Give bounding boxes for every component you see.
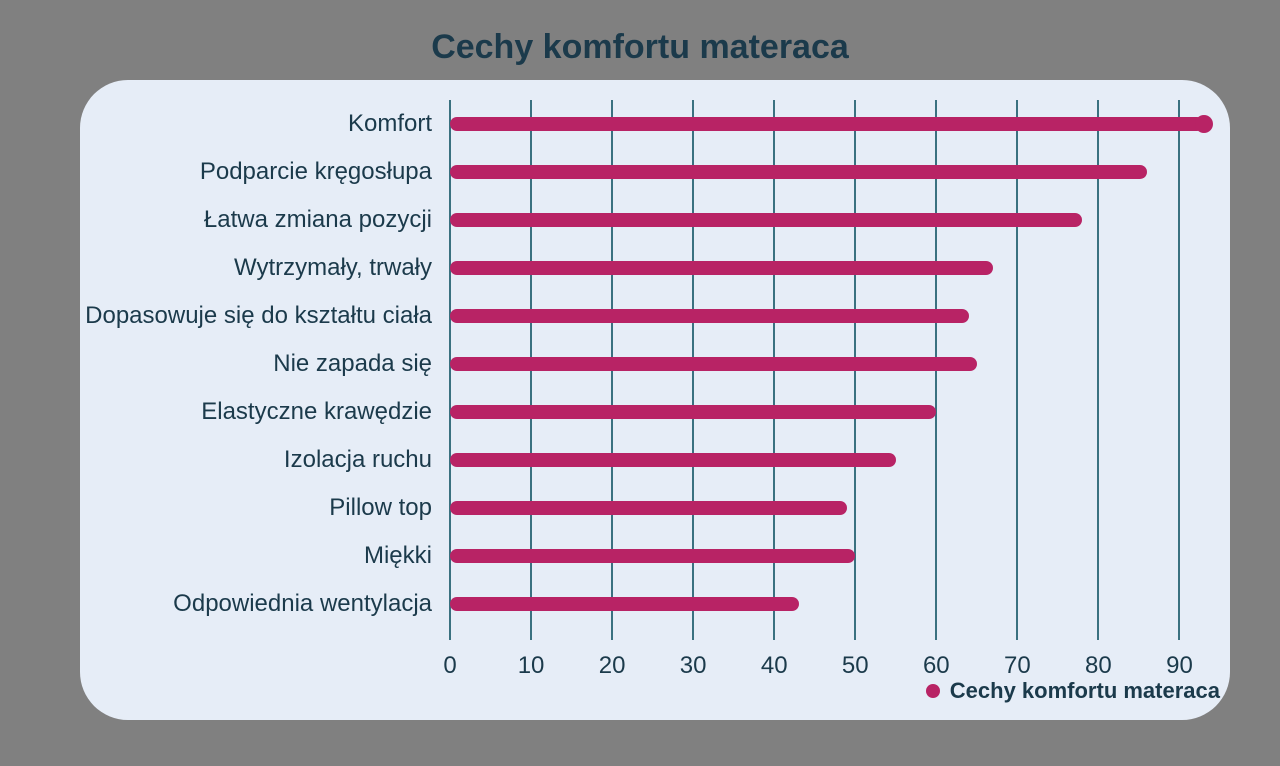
bar (450, 405, 936, 419)
chart-canvas: Cechy komfortu materaca 0102030405060708… (0, 0, 1280, 766)
bar (450, 549, 855, 563)
legend: Cechy komfortu materaca (926, 678, 1220, 704)
x-tick-label: 20 (599, 652, 626, 680)
x-tick-label: 70 (1004, 652, 1031, 680)
legend-label: Cechy komfortu materaca (950, 678, 1220, 704)
x-tick-label: 90 (1166, 652, 1193, 680)
x-tick-label: 30 (680, 652, 707, 680)
plot-area: 0102030405060708090KomfortPodparcie kręg… (450, 100, 1220, 640)
x-tick-label: 50 (842, 652, 869, 680)
bar (450, 597, 799, 611)
x-tick-label: 60 (923, 652, 950, 680)
y-axis-label: Komfort (348, 110, 432, 138)
bar (450, 453, 896, 467)
bar (450, 117, 1204, 131)
y-axis-label: Odpowiednia wentylacja (173, 590, 432, 618)
grid-line (1097, 100, 1099, 640)
bar (450, 213, 1082, 227)
y-axis-label: Wytrzymały, trwały (234, 254, 432, 282)
bar-end-dot-icon (1195, 115, 1213, 133)
legend-dot-icon (926, 684, 940, 698)
x-tick-label: 40 (761, 652, 788, 680)
y-axis-label: Miękki (364, 542, 432, 570)
y-axis-label: Podparcie kręgosłupa (200, 158, 432, 186)
grid-line (1178, 100, 1180, 640)
bar (450, 165, 1147, 179)
grid-line (1016, 100, 1018, 640)
bar (450, 357, 977, 371)
x-tick-label: 80 (1085, 652, 1112, 680)
y-axis-label: Łatwa zmiana pozycji (204, 206, 432, 234)
bar (450, 501, 847, 515)
y-axis-label: Dopasowuje się do kształtu ciała (85, 302, 432, 330)
bar (450, 309, 969, 323)
bar (450, 261, 993, 275)
y-axis-label: Izolacja ruchu (284, 446, 432, 474)
x-tick-label: 0 (443, 652, 456, 680)
y-axis-label: Pillow top (329, 494, 432, 522)
y-axis-label: Elastyczne krawędzie (201, 398, 432, 426)
chart-title: Cechy komfortu materaca (0, 28, 1280, 67)
x-tick-label: 10 (518, 652, 545, 680)
y-axis-label: Nie zapada się (273, 350, 432, 378)
